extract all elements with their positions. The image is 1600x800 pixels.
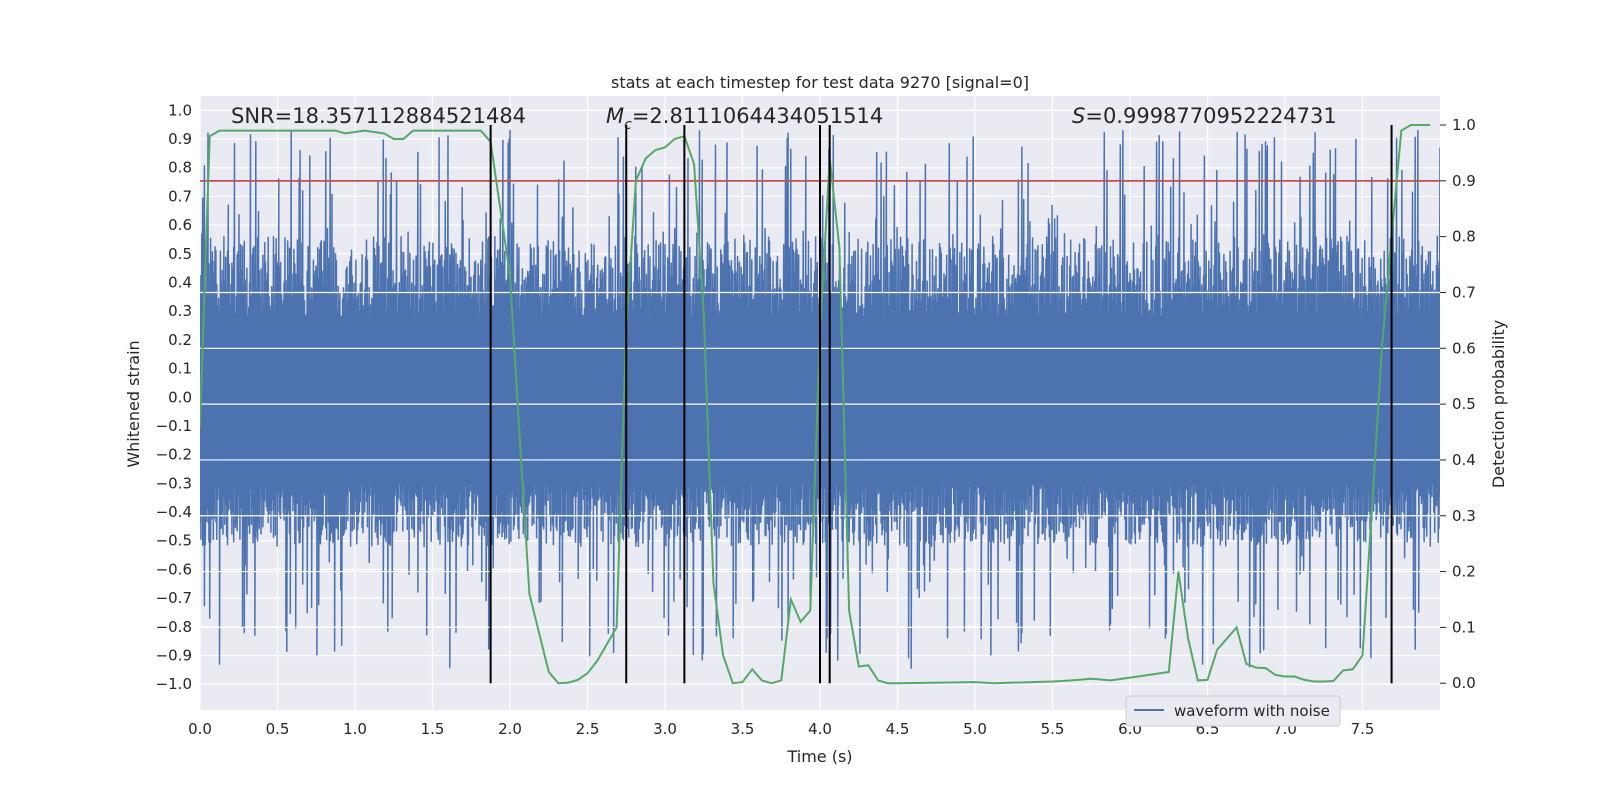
y2-tick-label: 0.4 bbox=[1452, 451, 1476, 469]
chirp-mass-subscript: c bbox=[624, 117, 632, 133]
y-tick-label: −0.2 bbox=[156, 446, 192, 464]
y-tick-label: −0.1 bbox=[156, 417, 192, 435]
legend: waveform with noise bbox=[1125, 695, 1341, 727]
x-tick-label: 5.0 bbox=[963, 720, 987, 738]
chirp-mass-annotation: Mc=2.8111064434051514 bbox=[606, 104, 883, 133]
y-tick-label: −0.8 bbox=[156, 618, 192, 636]
y-tick-labels: 1.0 0.9 0.8 0.7 0.6 0.5 0.4 0.3 0.2 0.1 0.0 −0.1 −0.… bbox=[156, 101, 192, 693]
y2-tick-label: 0.5 bbox=[1452, 395, 1476, 413]
chart-title: stats at each timestep for test data 927… bbox=[611, 73, 1029, 92]
y-tick-label: −1.0 bbox=[156, 675, 192, 693]
x-axis-label: Time (s) bbox=[786, 747, 852, 766]
y-tick-label: 0.4 bbox=[168, 273, 192, 291]
y-tick-label: 0.5 bbox=[168, 245, 192, 263]
event-markers bbox=[489, 125, 1393, 684]
y2-tick-label: 0.8 bbox=[1452, 228, 1476, 246]
y2-tick-label: 0.1 bbox=[1452, 618, 1476, 636]
x-tick-label: 2.5 bbox=[576, 720, 600, 738]
score-annotation: S=0.9998770952224731 bbox=[1072, 104, 1337, 128]
y-tick-label: −0.3 bbox=[156, 474, 192, 492]
x-tick-label: 4.0 bbox=[808, 720, 832, 738]
y-tick-label: 1.0 bbox=[168, 101, 192, 119]
y2-tick-label: 0.2 bbox=[1452, 563, 1476, 581]
x-tick-label: 2.0 bbox=[498, 720, 522, 738]
score-symbol: S bbox=[1072, 104, 1085, 128]
snr-annotation: SNR=18.357112884521484 bbox=[231, 104, 526, 128]
detection-probability-series bbox=[200, 124, 1431, 685]
y-tick-label: 0.6 bbox=[168, 216, 192, 234]
y-tick-label: 0.1 bbox=[168, 360, 192, 378]
x-tick-label: 0.0 bbox=[188, 720, 212, 738]
x-tick-label: 1.5 bbox=[421, 720, 445, 738]
x-tick-label: 5.5 bbox=[1041, 720, 1065, 738]
y-tick-label: 0.0 bbox=[168, 388, 192, 406]
score-value: =0.9998770952224731 bbox=[1085, 104, 1336, 128]
y2-tick-label: 0.0 bbox=[1452, 674, 1476, 692]
y2-tick-label: 0.6 bbox=[1452, 339, 1476, 357]
y-tick-label: −0.4 bbox=[156, 503, 192, 521]
y-tick-label: 0.2 bbox=[168, 331, 192, 349]
x-tick-label: 0.5 bbox=[266, 720, 290, 738]
chirp-mass-symbol: M bbox=[606, 104, 624, 128]
y-tick-label: 0.3 bbox=[168, 302, 192, 320]
y2-tick-label: 0.9 bbox=[1452, 172, 1476, 190]
x-tick-label: 3.0 bbox=[653, 720, 677, 738]
y-axis-label: Whitened strain bbox=[124, 340, 143, 467]
x-tick-label: 4.5 bbox=[886, 720, 910, 738]
y-tick-label: 0.7 bbox=[168, 187, 192, 205]
y2-tick-label: 1.0 bbox=[1452, 116, 1476, 134]
x-tick-label: 1.0 bbox=[343, 720, 367, 738]
legend-label: waveform with noise bbox=[1174, 702, 1330, 720]
x-tick-label: 7.5 bbox=[1351, 720, 1375, 738]
x-tick-label: 3.5 bbox=[731, 720, 755, 738]
y-tick-label: 0.9 bbox=[168, 130, 192, 148]
y2-tick-labels: 1.0 0.9 0.8 0.7 0.6 0.5 0.4 0.3 0.2 0.1 0.0 bbox=[1440, 116, 1476, 692]
legend-box bbox=[1125, 695, 1341, 727]
y-tick-label: −0.6 bbox=[156, 560, 192, 578]
y-tick-label: −0.5 bbox=[156, 532, 192, 550]
y-tick-label: −0.7 bbox=[156, 589, 192, 607]
y2-axis-label: Detection probability bbox=[1489, 320, 1508, 488]
chirp-mass-value: =2.8111064434051514 bbox=[632, 104, 883, 128]
y-tick-label: −0.9 bbox=[156, 646, 192, 664]
y2-tick-label: 0.7 bbox=[1452, 283, 1476, 301]
y2-tick-label: 0.3 bbox=[1452, 507, 1476, 525]
y-tick-label: 0.8 bbox=[168, 159, 192, 177]
